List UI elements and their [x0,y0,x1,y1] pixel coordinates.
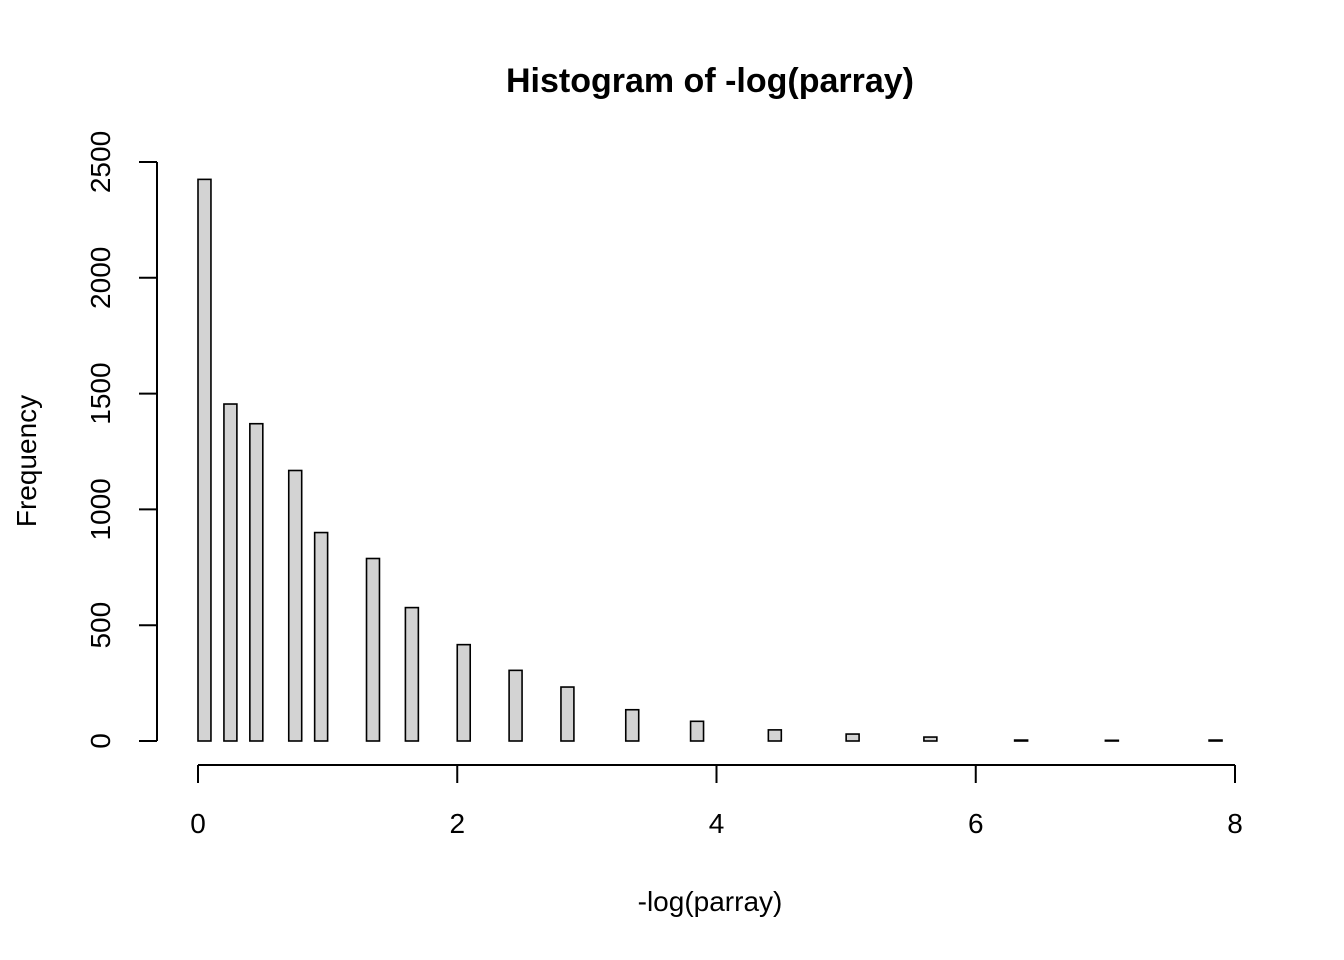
x-axis-label: -log(parray) [638,886,783,917]
histogram-bar-15 [1013,739,1029,742]
x-tick-label-2: 4 [709,808,725,839]
x-tick-label-0: 0 [190,808,206,839]
chart-title: Histogram of -log(parray) [506,62,914,100]
x-tick-label-1: 2 [449,808,465,839]
y-tick-label-3: 1500 [85,362,116,424]
y-axis-ticks: 0 500 1000 1500 2000 2500 [85,131,157,749]
x-axis-ticks: 0 2 4 6 8 [190,765,1243,839]
histogram-bar-11 [689,720,705,742]
histogram-bar-16 [1104,739,1120,742]
y-tick-label-5: 2500 [85,131,116,193]
y-tick-label-4: 2000 [85,247,116,309]
y-tick-label-0: 0 [85,733,116,749]
histogram-bar-9 [560,686,575,742]
y-tick-label-2: 1000 [85,478,116,540]
x-axis: 0 2 4 6 8 [190,764,1243,839]
histogram-bar-17 [1208,739,1223,742]
histogram-bar-3 [287,469,303,742]
histogram-bar-13 [845,733,860,742]
histogram-bar-14 [923,736,938,742]
histogram-bars [197,178,1223,742]
y-axis-label: Frequency [11,395,42,527]
y-axis: 0 500 1000 1500 2000 2500 [85,131,158,749]
histogram-bar-10 [624,708,640,742]
histogram-bar-7 [456,643,472,742]
histogram-bar-2 [249,422,264,742]
x-tick-label-4: 8 [1227,808,1243,839]
histogram-bar-4 [313,531,329,742]
histogram-bar-5 [365,557,381,742]
y-tick-label-1: 500 [85,602,116,649]
x-tick-label-3: 6 [968,808,984,839]
histogram-bar-8 [508,669,523,742]
histogram-bar-6 [404,606,420,742]
histogram-bar-12 [767,729,783,742]
histogram-bar-1 [223,403,238,742]
histogram-bar-0 [197,178,212,742]
